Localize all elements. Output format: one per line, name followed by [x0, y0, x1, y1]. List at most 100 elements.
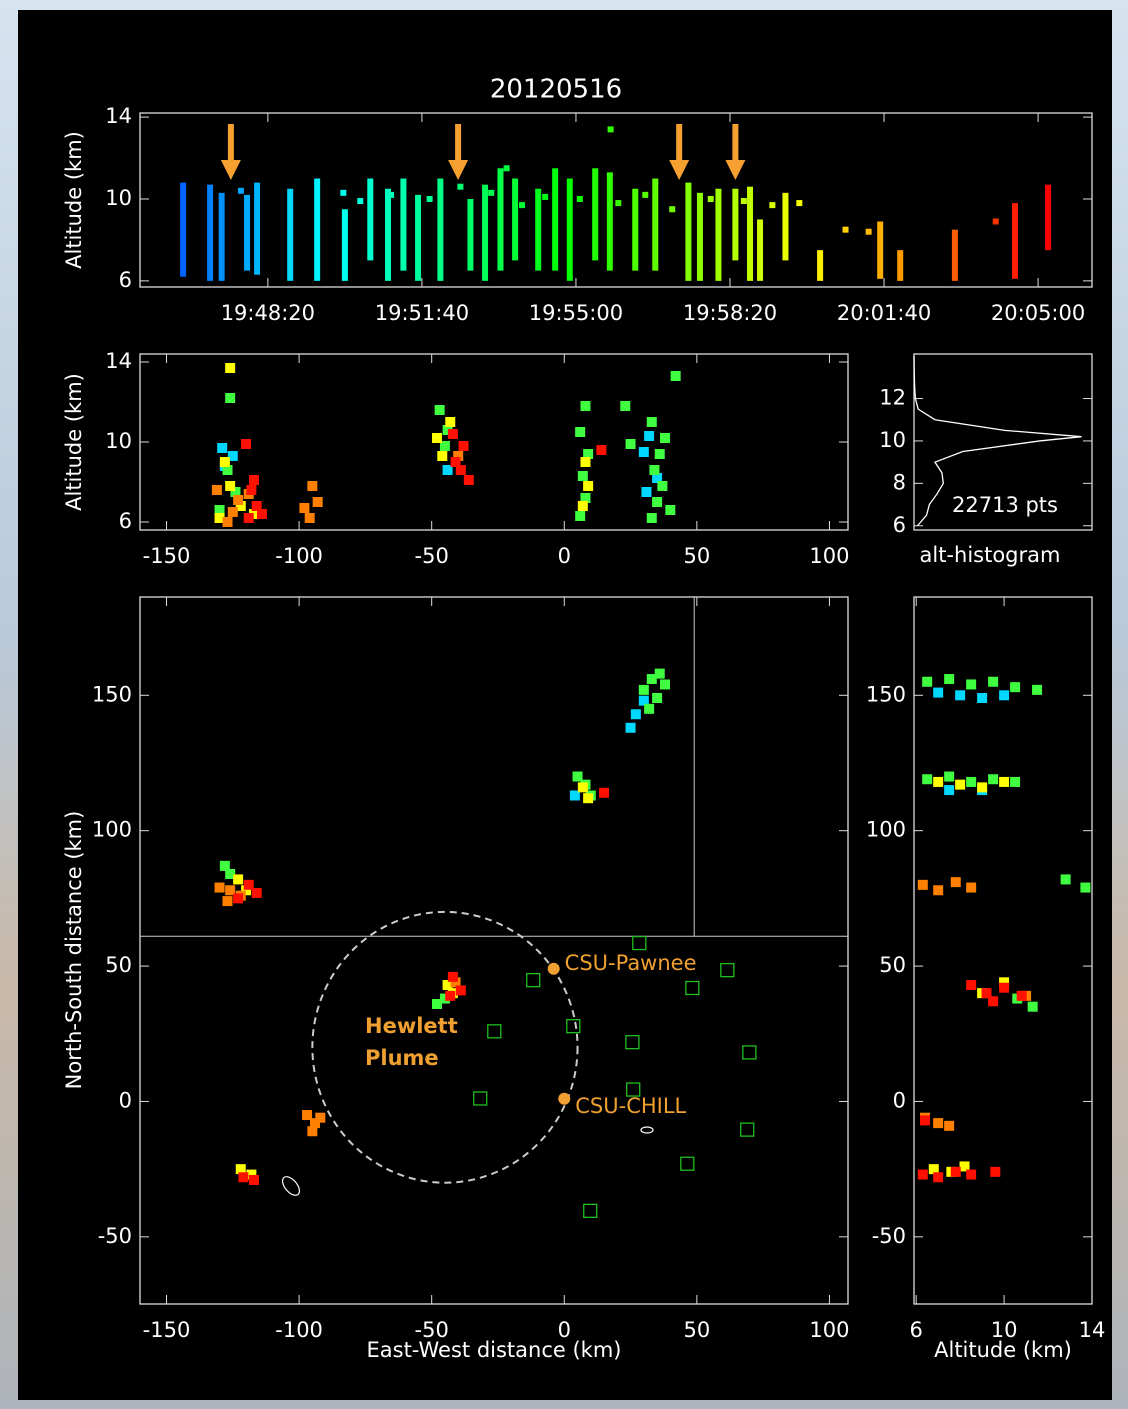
point	[988, 996, 999, 1007]
stroke	[207, 184, 214, 281]
point	[251, 501, 262, 511]
point	[1010, 776, 1021, 787]
point	[707, 195, 714, 202]
point	[966, 776, 977, 787]
sensor	[680, 1156, 695, 1171]
point	[488, 189, 495, 196]
point	[219, 860, 230, 871]
point	[652, 497, 663, 507]
y-tick-label: 12	[879, 386, 906, 410]
stroke	[606, 172, 613, 271]
y-tick-label: 100	[866, 818, 906, 842]
point	[217, 443, 228, 453]
annotation: 22713 pts	[952, 493, 1058, 517]
point	[1032, 684, 1043, 695]
y-axis-label: Altitude (km)	[62, 373, 86, 511]
point	[249, 475, 260, 485]
point	[1016, 990, 1027, 1001]
stroke	[497, 168, 504, 271]
x-tick-label: 19:48:20	[221, 301, 315, 325]
point	[238, 1172, 249, 1183]
stroke	[732, 188, 739, 261]
point	[654, 668, 665, 679]
site-label: CSU-Pawnee	[565, 951, 697, 975]
point	[977, 693, 988, 703]
stroke	[415, 194, 422, 281]
point	[576, 195, 583, 202]
point	[955, 779, 966, 790]
stroke	[1011, 203, 1018, 279]
sensor	[487, 1024, 502, 1039]
stroke	[877, 221, 884, 279]
stroke	[817, 250, 824, 281]
point	[426, 195, 433, 202]
stroke	[715, 188, 722, 281]
point	[922, 774, 933, 785]
x-axis-label: alt-histogram	[920, 543, 1061, 567]
contour	[640, 1126, 654, 1134]
y-tick-label: -50	[872, 1224, 906, 1248]
plot-frame	[913, 353, 1093, 531]
point	[638, 684, 649, 695]
stroke	[552, 168, 559, 271]
point	[225, 393, 236, 403]
point	[233, 874, 244, 885]
point	[583, 481, 594, 491]
point	[442, 465, 453, 475]
point	[646, 513, 657, 523]
point	[439, 993, 450, 1004]
sensor	[625, 1035, 640, 1050]
point	[583, 793, 594, 804]
point	[214, 505, 225, 515]
point	[615, 200, 622, 207]
x-tick-label: 19:55:00	[529, 301, 623, 325]
point	[950, 1166, 961, 1177]
stroke	[512, 178, 519, 261]
stroke	[218, 192, 225, 281]
point	[944, 785, 955, 796]
point	[944, 674, 955, 685]
point	[251, 887, 262, 898]
point	[219, 457, 230, 467]
point	[233, 495, 244, 505]
stroke	[367, 178, 374, 261]
site	[547, 962, 560, 975]
stroke	[535, 188, 542, 271]
point	[950, 877, 961, 888]
x-tick-label: 10	[991, 1318, 1018, 1342]
stroke	[951, 229, 958, 281]
sensor	[526, 973, 541, 988]
point	[246, 485, 257, 495]
annotation: Plume	[365, 1046, 439, 1070]
point	[999, 776, 1010, 787]
point	[944, 771, 955, 782]
point	[225, 481, 236, 491]
point	[630, 709, 641, 720]
sensor	[720, 962, 735, 978]
point	[625, 439, 636, 449]
point	[638, 695, 649, 706]
stroke	[757, 219, 764, 281]
point	[665, 505, 676, 515]
x-tick-label: 20:05:00	[991, 301, 1085, 325]
point	[577, 501, 588, 511]
y-tick-label: 14	[105, 349, 132, 373]
sensor	[473, 1091, 488, 1106]
arrow	[669, 124, 690, 180]
point	[542, 193, 549, 200]
stroke	[482, 184, 489, 281]
point	[917, 1169, 928, 1180]
plot-frame	[139, 112, 1093, 288]
point	[235, 501, 246, 511]
point	[388, 191, 395, 198]
point	[222, 896, 233, 907]
point	[310, 1118, 321, 1129]
point	[357, 198, 364, 205]
point	[919, 1115, 930, 1126]
chart-title: 20120516	[490, 75, 622, 105]
point	[944, 1120, 955, 1131]
point	[437, 451, 448, 461]
stroke	[592, 168, 599, 261]
y-tick-label: 10	[105, 186, 132, 210]
